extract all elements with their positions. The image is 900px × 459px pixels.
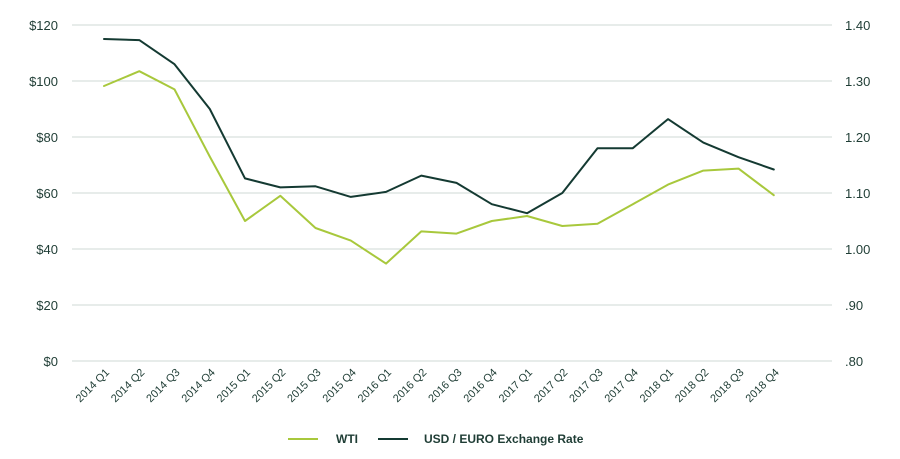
right-tick-label: .90 xyxy=(845,298,863,313)
x-tick-label: 2015 Q1 xyxy=(215,367,253,405)
left-tick-label: $20 xyxy=(36,298,58,313)
left-tick-label: $0 xyxy=(44,354,58,369)
x-tick-label: 2015 Q4 xyxy=(321,367,359,405)
left-tick-label: $100 xyxy=(29,74,58,89)
series-line-usd-euro xyxy=(103,38,775,215)
left-tick-label: $40 xyxy=(36,242,58,257)
x-tick-label: 2016 Q1 xyxy=(356,367,394,405)
x-tick-label: 2017 Q2 xyxy=(532,367,570,405)
x-tick-label: 2018 Q1 xyxy=(638,367,676,405)
legend: WTI USD / EURO Exchange Rate xyxy=(288,432,584,446)
right-tick-label: .80 xyxy=(845,354,863,369)
x-tick-label: 2015 Q3 xyxy=(285,367,323,405)
x-tick-label: 2014 Q1 xyxy=(74,367,112,405)
legend-label-wti: WTI xyxy=(336,432,358,446)
x-tick-label: 2016 Q4 xyxy=(462,367,500,405)
x-tick-label: 2014 Q2 xyxy=(109,367,147,405)
x-tick-label: 2018 Q2 xyxy=(673,367,711,405)
legend-label-usd-euro: USD / EURO Exchange Rate xyxy=(424,432,584,446)
right-tick-label: 1.00 xyxy=(845,242,870,257)
left-tick-label: $80 xyxy=(36,130,58,145)
series-line-wti xyxy=(103,70,775,265)
series-lines xyxy=(103,38,775,265)
x-tick-label: 2017 Q4 xyxy=(603,367,641,405)
right-tick-label: 1.10 xyxy=(845,186,870,201)
x-tick-label: 2014 Q4 xyxy=(180,367,218,405)
x-tick-label: 2017 Q1 xyxy=(497,367,535,405)
x-tick-label: 2016 Q2 xyxy=(391,367,429,405)
left-tick-label: $60 xyxy=(36,186,58,201)
x-tick-label: 2014 Q3 xyxy=(144,367,182,405)
right-tick-label: 1.30 xyxy=(845,74,870,89)
right-tick-label: 1.40 xyxy=(845,18,870,33)
x-tick-label: 2017 Q3 xyxy=(567,367,605,405)
x-tick-label: 2018 Q4 xyxy=(744,367,782,405)
left-axis: $0 $20 $40 $60 $80 $100 $120 xyxy=(29,18,58,369)
right-tick-label: 1.20 xyxy=(845,130,870,145)
x-tick-label: 2016 Q3 xyxy=(426,367,464,405)
right-axis: .80 .90 1.00 1.10 1.20 1.30 1.40 xyxy=(845,18,870,369)
grid-lines xyxy=(72,24,832,362)
left-tick-label: $120 xyxy=(29,18,58,33)
x-tick-label: 2015 Q2 xyxy=(250,367,288,405)
x-tick-label: 2018 Q3 xyxy=(708,367,746,405)
